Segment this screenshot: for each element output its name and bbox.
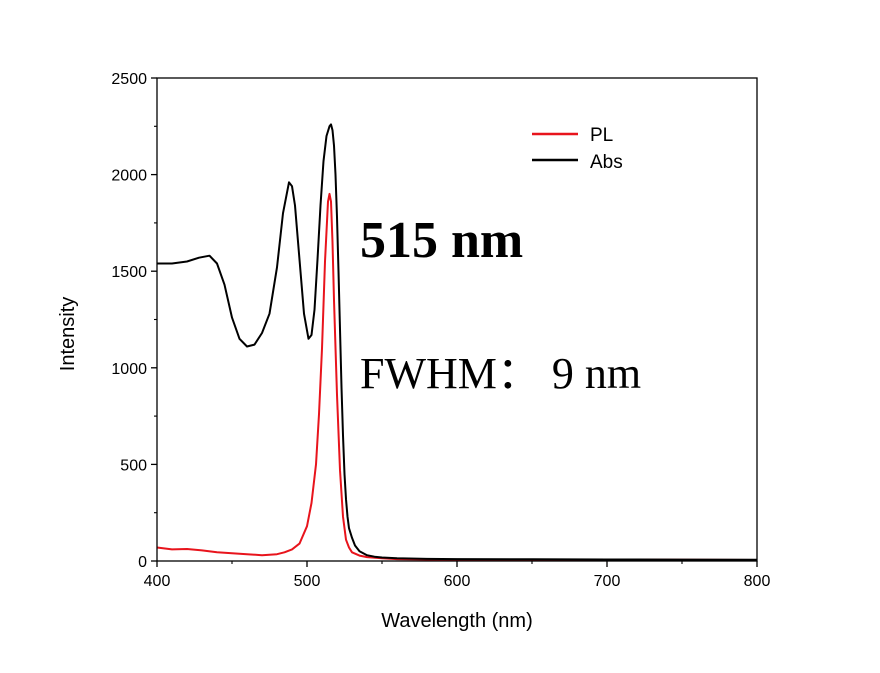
x-tick-label: 400 xyxy=(144,573,171,590)
x-tick-label: 500 xyxy=(294,573,321,590)
y-tick-label: 0 xyxy=(138,554,147,571)
x-tick-label: 800 xyxy=(744,573,771,590)
y-tick-label: 1000 xyxy=(111,361,147,378)
peak-annotation: 515 nm xyxy=(360,212,523,269)
y-tick-label: 1500 xyxy=(111,264,147,281)
fwhm-annotation: FWHM： 9 nm xyxy=(360,349,641,398)
y-tick-label: 500 xyxy=(120,457,147,474)
series-layer xyxy=(156,123,758,561)
x-tick-label: 600 xyxy=(444,573,471,590)
x-axis-title: Wavelength (nm) xyxy=(381,610,533,632)
x-tick-label: 700 xyxy=(594,573,621,590)
y-tick-label: 2500 xyxy=(111,71,147,88)
plot-frame xyxy=(156,77,758,562)
y-tick-label: 2000 xyxy=(111,168,147,185)
y-axis-title: Intensity xyxy=(57,297,79,371)
legend: PL Abs xyxy=(532,125,623,173)
legend-label-pl: PL xyxy=(590,125,613,146)
series-line-abs xyxy=(157,123,758,561)
axes-layer: 400 500 600 700 800 0 500 1000 1500 2000 2500 xyxy=(111,71,770,590)
legend-label-abs: Abs xyxy=(590,152,623,173)
